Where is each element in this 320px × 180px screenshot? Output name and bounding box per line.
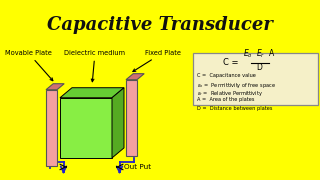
Text: D =  Distance between plates: D = Distance between plates <box>197 106 272 111</box>
Polygon shape <box>46 84 64 90</box>
Polygon shape <box>112 88 124 158</box>
Text: $\mathit{E_o}$  $\mathit{E_r}$  A: $\mathit{E_o}$ $\mathit{E_r}$ A <box>243 47 276 60</box>
Polygon shape <box>60 98 112 158</box>
Text: Out Put: Out Put <box>124 164 152 170</box>
Text: A =  Area of the plates: A = Area of the plates <box>197 97 254 102</box>
Text: Capacitive Transducer: Capacitive Transducer <box>47 16 273 34</box>
Text: $\varepsilon_o$ =  Permittivity of free space: $\varepsilon_o$ = Permittivity of free s… <box>197 81 276 90</box>
Polygon shape <box>126 74 144 80</box>
Text: D: D <box>257 63 262 72</box>
FancyBboxPatch shape <box>193 53 318 105</box>
Text: Movable Plate: Movable Plate <box>4 50 53 81</box>
Text: Dielectric medium: Dielectric medium <box>65 50 125 82</box>
Polygon shape <box>126 80 137 156</box>
Polygon shape <box>60 88 124 98</box>
Text: C =: C = <box>223 58 242 67</box>
Text: Fixed Plate: Fixed Plate <box>133 50 181 71</box>
Text: C =  Capacitance value: C = Capacitance value <box>197 73 256 78</box>
Text: $\varepsilon_r$ =  Relative Permittivity: $\varepsilon_r$ = Relative Permittivity <box>197 89 263 98</box>
Polygon shape <box>46 90 57 166</box>
